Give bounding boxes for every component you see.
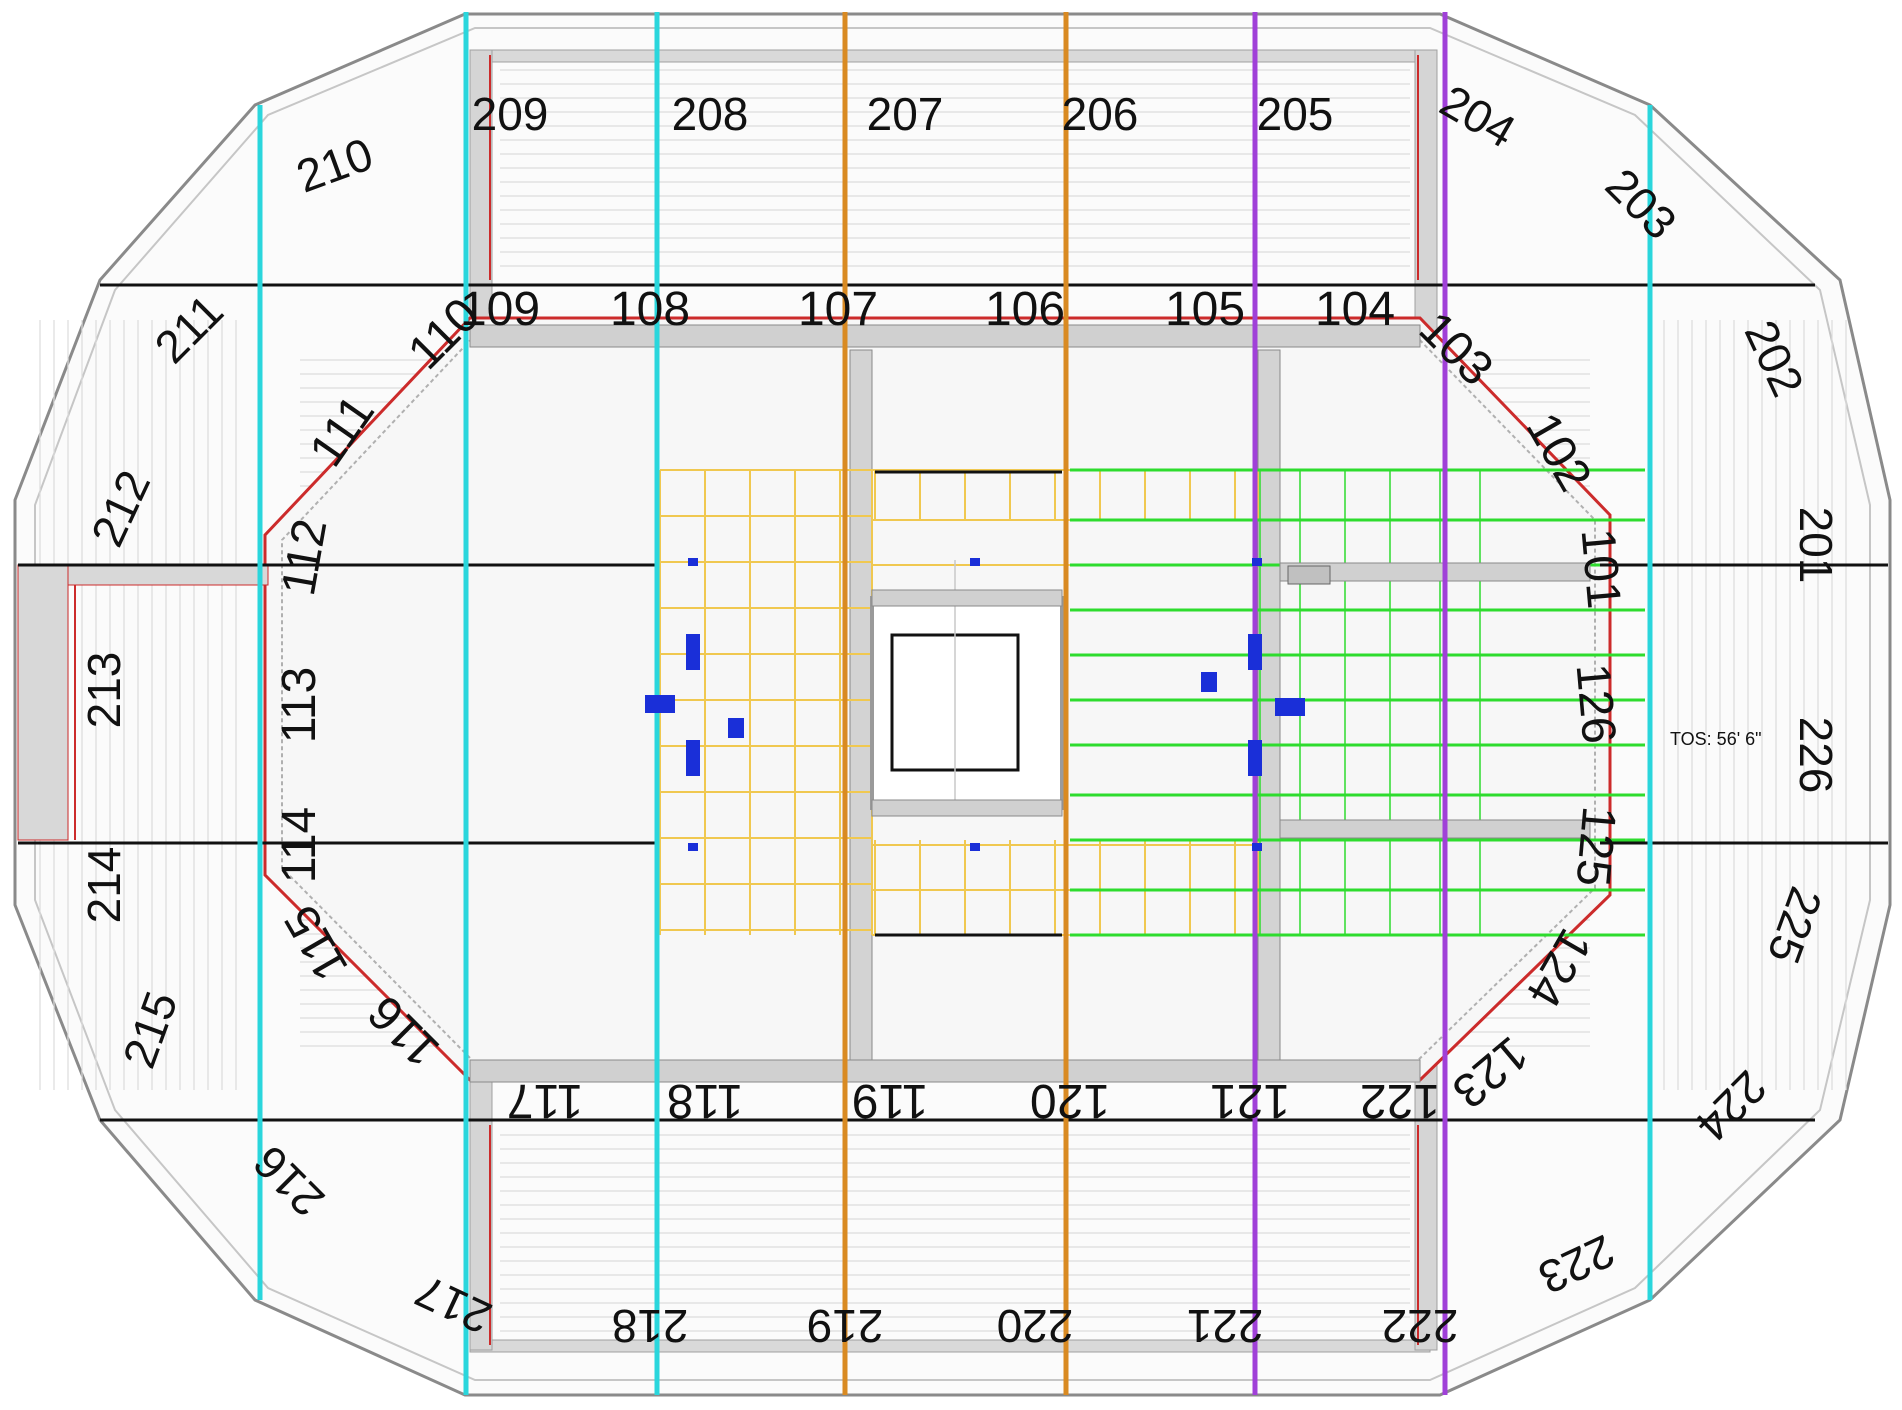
section-label-201: 201 — [1790, 507, 1842, 584]
section-label-114: 114 — [273, 807, 326, 884]
lower-bowl-inner-ring — [281, 331, 1596, 1067]
section-label-206: 206 — [1062, 88, 1139, 140]
outer-ring-inner-edge — [34, 27, 1871, 1381]
section-label-113: 113 — [273, 667, 326, 744]
marker — [1248, 740, 1262, 776]
section-label-121: 121 — [1210, 1074, 1290, 1127]
section-label-109: 109 — [460, 283, 540, 336]
section-label-208: 208 — [672, 88, 749, 140]
marker — [1252, 558, 1262, 566]
marker — [686, 740, 700, 776]
section-label-120: 120 — [1030, 1074, 1110, 1127]
section-label-213: 213 — [78, 652, 130, 729]
tos-annotation: TOS: 56' 6" — [1670, 729, 1762, 749]
section-label-209: 209 — [472, 88, 549, 140]
marker — [1252, 843, 1262, 851]
marker — [688, 843, 698, 851]
section-label-101: 101 — [1571, 526, 1631, 610]
section-label-119: 119 — [852, 1074, 929, 1127]
floor-grid-green — [1070, 468, 1645, 937]
center-stage — [870, 470, 1591, 937]
marker — [1275, 698, 1305, 716]
section-label-207: 207 — [867, 88, 944, 140]
section-label-104: 104 — [1315, 283, 1395, 336]
section-dividers — [257, 12, 1653, 1395]
section-label-226: 226 — [1790, 717, 1842, 794]
section-label-205: 205 — [1257, 88, 1334, 140]
floor-concourse — [17, 324, 1421, 1083]
marker — [686, 634, 700, 670]
horizontal-row-lines — [18, 283, 1888, 1122]
blue-markers — [645, 558, 1305, 851]
marker — [688, 558, 698, 566]
section-label-214: 214 — [78, 847, 130, 924]
marker — [970, 558, 980, 566]
section-label-118: 118 — [667, 1074, 744, 1127]
marker — [1248, 634, 1262, 670]
section-label-112: 112 — [272, 515, 337, 600]
section-label-221: 221 — [1187, 1300, 1264, 1352]
section-label-122: 122 — [1360, 1074, 1440, 1127]
section-label-117: 117 — [507, 1074, 584, 1127]
floor-aisles — [849, 349, 1281, 1061]
section-label-219: 219 — [807, 1300, 884, 1352]
section-label-107: 107 — [798, 283, 878, 336]
section-label-222: 222 — [1382, 1300, 1459, 1352]
marker — [970, 843, 980, 851]
section-label-106: 106 — [985, 283, 1065, 336]
section-label-105: 105 — [1165, 283, 1245, 336]
marker — [645, 695, 675, 713]
section-label-218: 218 — [612, 1300, 689, 1352]
section-label-108: 108 — [610, 283, 690, 336]
marker — [1201, 672, 1217, 692]
section-label-126: 126 — [1566, 661, 1626, 745]
section-label-125: 125 — [1566, 804, 1626, 888]
marker — [728, 718, 744, 738]
section-label-220: 220 — [997, 1300, 1074, 1352]
